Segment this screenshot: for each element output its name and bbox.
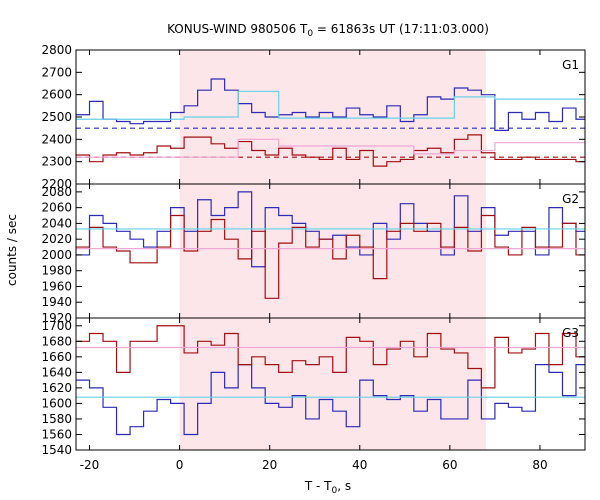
y-tick-label-p2: 2040 (41, 216, 72, 230)
title-subscript: 0 (307, 29, 313, 39)
x-tick-label: 40 (352, 458, 367, 472)
x-tick-label: -20 (80, 458, 100, 472)
series-blue-p3 (76, 363, 585, 436)
y-tick-label-p1: 2200 (41, 177, 72, 191)
fit-cyan-p1 (76, 90, 585, 120)
x-tick-label: 20 (262, 458, 277, 472)
x-axis-label: T - T0, s (304, 479, 351, 496)
y-tick-label-p1: 2300 (41, 155, 72, 169)
y-axis-label: counts / sec (5, 214, 19, 286)
y-tick-label-p3: 1700 (41, 319, 72, 333)
y-tick-label-p3: 1540 (41, 443, 72, 457)
panel-label-p1: G1 (562, 58, 579, 72)
y-tick-label-p1: 2500 (41, 110, 72, 124)
panel-frame-p3 (75, 317, 586, 451)
highlight-interval-p3 (179, 318, 486, 450)
y-tick-label-p2: 1980 (41, 264, 72, 278)
xlabel-main: T - T (304, 479, 332, 493)
xlabel-subscript: 0 (332, 486, 338, 496)
y-tick-label-p2: 2080 (41, 185, 72, 199)
y-tick-label-p1: 2400 (41, 132, 72, 146)
y-tick-label-p3: 1620 (41, 381, 72, 395)
x-tick-label: 60 (442, 458, 457, 472)
panel-label-p2: G2 (562, 192, 579, 206)
y-tick-label-p3: 1640 (41, 365, 72, 379)
xlabel-rest: , s (337, 479, 351, 493)
y-tick-label-p3: 1600 (41, 396, 72, 410)
y-tick-label-p2: 2060 (41, 201, 72, 215)
series-red-p3 (76, 325, 585, 389)
svg-text:KONUS-WIND 980506 T0 = 61863s: KONUS-WIND 980506 T0 = 61863s UT (17:11:… (167, 22, 489, 39)
title: KONUS-WIND 980506 T0 = 61863s UT (17:11:… (167, 22, 489, 39)
y-tick-label-p2: 2000 (41, 248, 72, 262)
y-tick-label-p1: 2600 (41, 88, 72, 102)
y-tick-label-p2: 1960 (41, 279, 72, 293)
y-tick-label-p1: 2700 (41, 65, 72, 79)
y-tick-label-p3: 1660 (41, 350, 72, 364)
series-red-p1 (76, 134, 585, 167)
title-main: KONUS-WIND 980506 T (167, 22, 308, 36)
panel-label-p3: G3 (562, 326, 579, 340)
fit-pink-p1 (76, 138, 585, 158)
title-rest: = 61863s UT (17:11:03.000) (313, 22, 489, 36)
x-tick-label: 0 (176, 458, 184, 472)
y-tick-label-p2: 1920 (41, 311, 72, 325)
svg-text:T - T0, s: T - T0, s (304, 479, 351, 496)
series-blue-p1 (76, 78, 585, 131)
plot-area: 2200 2300 2400 2500 2600 2700 2800 G1 1920 1940 19… (41, 43, 586, 472)
y-tick-label-p2: 1940 (41, 295, 72, 309)
y-tick-label-p3: 1560 (41, 427, 72, 441)
y-tick-label-p3: 1580 (41, 412, 72, 426)
y-tick-label-p1: 2800 (41, 43, 72, 57)
x-tick-label: 80 (532, 458, 547, 472)
y-tick-label-p3: 1680 (41, 334, 72, 348)
y-tick-label-p2: 2020 (41, 232, 72, 246)
